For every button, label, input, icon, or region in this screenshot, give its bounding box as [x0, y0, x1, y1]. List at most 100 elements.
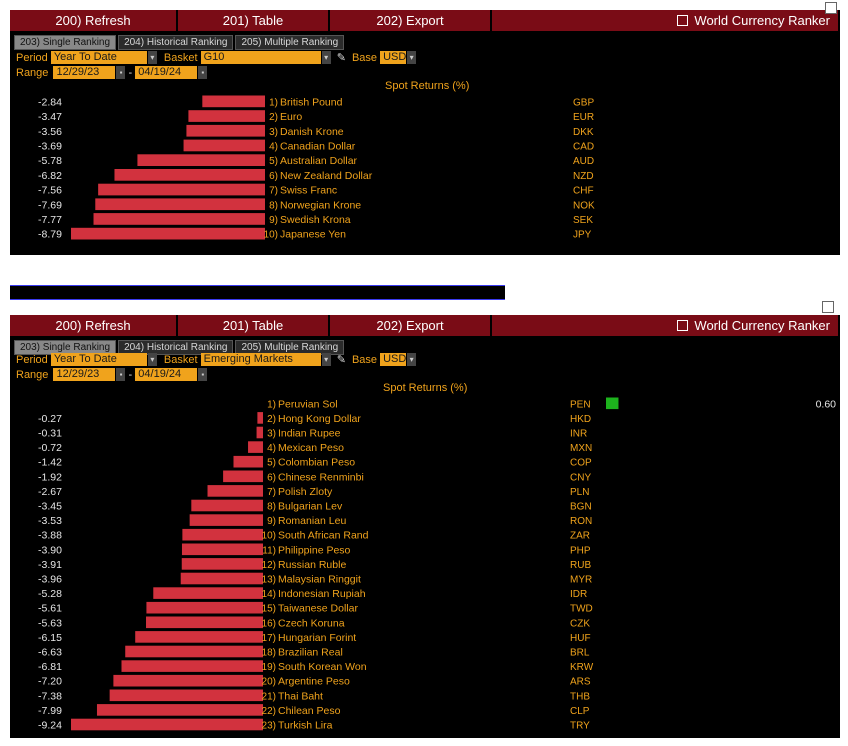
chevron-down-icon[interactable]: ▾: [407, 353, 417, 366]
currency-code-label: MXN: [570, 443, 592, 454]
basket-select[interactable]: G10: [200, 51, 321, 64]
chevron-down-icon[interactable]: ▾: [147, 51, 157, 64]
currency-name-label: Thai Baht: [278, 690, 323, 702]
bar: [96, 704, 263, 716]
value-label: -3.47: [38, 111, 62, 123]
rank-label: 23): [262, 721, 276, 732]
currency-name-label: Romanian Leu: [278, 515, 346, 527]
value-label: -3.45: [38, 501, 62, 513]
pencil-icon[interactable]: ✎: [336, 52, 346, 64]
period-select[interactable]: Year To Date: [50, 51, 147, 64]
currency-name-label: South African Rand: [278, 530, 369, 542]
base-select[interactable]: USD: [380, 51, 406, 64]
value-label: -7.99: [38, 705, 62, 717]
rank-label: 14): [262, 589, 276, 600]
bar: [207, 485, 263, 497]
value-label: -0.27: [38, 413, 62, 425]
rank-label: 20): [262, 677, 276, 688]
range-label: Range: [16, 67, 49, 79]
calendar-icon[interactable]: ▪: [116, 368, 126, 381]
tab-historical-ranking[interactable]: 204) Historical Ranking: [118, 340, 234, 355]
chevron-down-icon[interactable]: ▾: [147, 353, 157, 366]
currency-name-label: Euro: [280, 111, 302, 123]
rank-label: 3): [267, 429, 276, 440]
table-button[interactable]: 201) Table: [178, 315, 330, 336]
rank-label: 11): [262, 545, 276, 556]
range-end-input[interactable]: 04/19/24: [135, 368, 198, 381]
value-label: -3.96: [38, 574, 62, 586]
currency-code-label: CLP: [570, 706, 590, 717]
external-link-icon[interactable]: [677, 15, 689, 26]
ranking-tabs: 203) Single Ranking 204) Historical Rank…: [14, 35, 345, 50]
value-label: -6.81: [38, 661, 62, 673]
value-label: -7.56: [38, 185, 62, 197]
em-bar-chart: 0.60 1) Peruvian Sol PEN -0.27 2) Hong Kong Do…: [38, 397, 837, 732]
currency-name-label: Swedish Krona: [280, 214, 351, 226]
bar: [113, 674, 263, 687]
value-label: -3.91: [38, 559, 62, 571]
bar: [153, 587, 263, 599]
export-button[interactable]: 202) Export: [330, 315, 492, 336]
value-label: -2.84: [38, 96, 62, 108]
bar: [606, 397, 619, 410]
rank-label: 7): [269, 186, 278, 197]
refresh-button[interactable]: 200) Refresh: [10, 10, 178, 31]
app-title: World Currency Ranker: [492, 10, 840, 31]
rank-label: 19): [262, 662, 276, 673]
range-start-input[interactable]: 12/29/23: [53, 66, 116, 79]
chevron-down-icon[interactable]: ▾: [321, 353, 331, 366]
value-label: 0.60: [816, 398, 837, 410]
table-button[interactable]: 201) Table: [178, 10, 330, 31]
currency-name-label: Czech Koruna: [278, 617, 345, 629]
ranking-tabs: 203) Single Ranking 204) Historical Rank…: [14, 340, 345, 355]
currency-code-label: CHF: [573, 186, 594, 197]
bar: [256, 426, 263, 439]
tab-single-ranking[interactable]: 203) Single Ranking: [14, 35, 117, 50]
bar: [202, 95, 265, 108]
value-label: -0.31: [38, 428, 62, 440]
currency-name-label: Argentine Peso: [278, 676, 350, 688]
pencil-icon[interactable]: ✎: [336, 354, 346, 366]
menu-bar: 200) Refresh 201) Table 202) Export Worl…: [10, 10, 840, 31]
tab-multiple-ranking[interactable]: 205) Multiple Ranking: [235, 35, 345, 50]
bar: [180, 572, 263, 585]
calendar-icon[interactable]: ▪: [198, 368, 208, 381]
bar: [71, 718, 263, 731]
value-label: -3.88: [38, 530, 62, 542]
rank-label: 16): [262, 618, 276, 629]
currency-code-label: PHP: [570, 545, 591, 556]
value-label: -3.90: [38, 544, 62, 556]
value-label: -5.63: [38, 617, 62, 629]
bar: [181, 543, 263, 556]
resize-handle-icon[interactable]: [822, 301, 834, 313]
chevron-down-icon[interactable]: ▾: [321, 51, 331, 64]
bar: [188, 110, 265, 122]
tab-historical-ranking[interactable]: 204) Historical Ranking: [118, 35, 234, 50]
basket-label: Basket: [163, 52, 198, 64]
resize-handle-icon[interactable]: [825, 2, 837, 14]
controls-row-2: Range 12/29/23 ▪ - 04/19/24 ▪: [16, 368, 208, 382]
base-select[interactable]: USD: [380, 353, 406, 366]
range-end-input[interactable]: 04/19/24: [135, 66, 198, 79]
calendar-icon[interactable]: ▪: [116, 66, 126, 79]
rank-label: 4): [269, 141, 278, 152]
currency-name-label: Indonesian Rupiah: [278, 588, 366, 600]
export-button[interactable]: 202) Export: [330, 10, 492, 31]
external-link-icon[interactable]: [677, 320, 689, 331]
rank-label: 18): [262, 648, 276, 659]
range-start-input[interactable]: 12/29/23: [53, 368, 116, 381]
calendar-icon[interactable]: ▪: [198, 66, 208, 79]
currency-code-label: MYR: [570, 575, 592, 586]
currency-code-label: PLN: [570, 487, 589, 498]
currency-code-label: NZD: [573, 171, 594, 182]
currency-name-label: Taiwanese Dollar: [278, 603, 358, 615]
refresh-button[interactable]: 200) Refresh: [10, 315, 178, 336]
rank-label: 2): [269, 112, 278, 123]
bar: [135, 631, 263, 643]
bar: [98, 183, 265, 196]
period-select[interactable]: Year To Date: [50, 353, 147, 366]
basket-select[interactable]: Emerging Markets: [200, 353, 321, 366]
g10-ranker-panel: 200) Refresh 201) Table 202) Export Worl…: [10, 10, 840, 255]
chevron-down-icon[interactable]: ▾: [407, 51, 417, 64]
chart-title: Spot Returns (%): [385, 80, 470, 92]
